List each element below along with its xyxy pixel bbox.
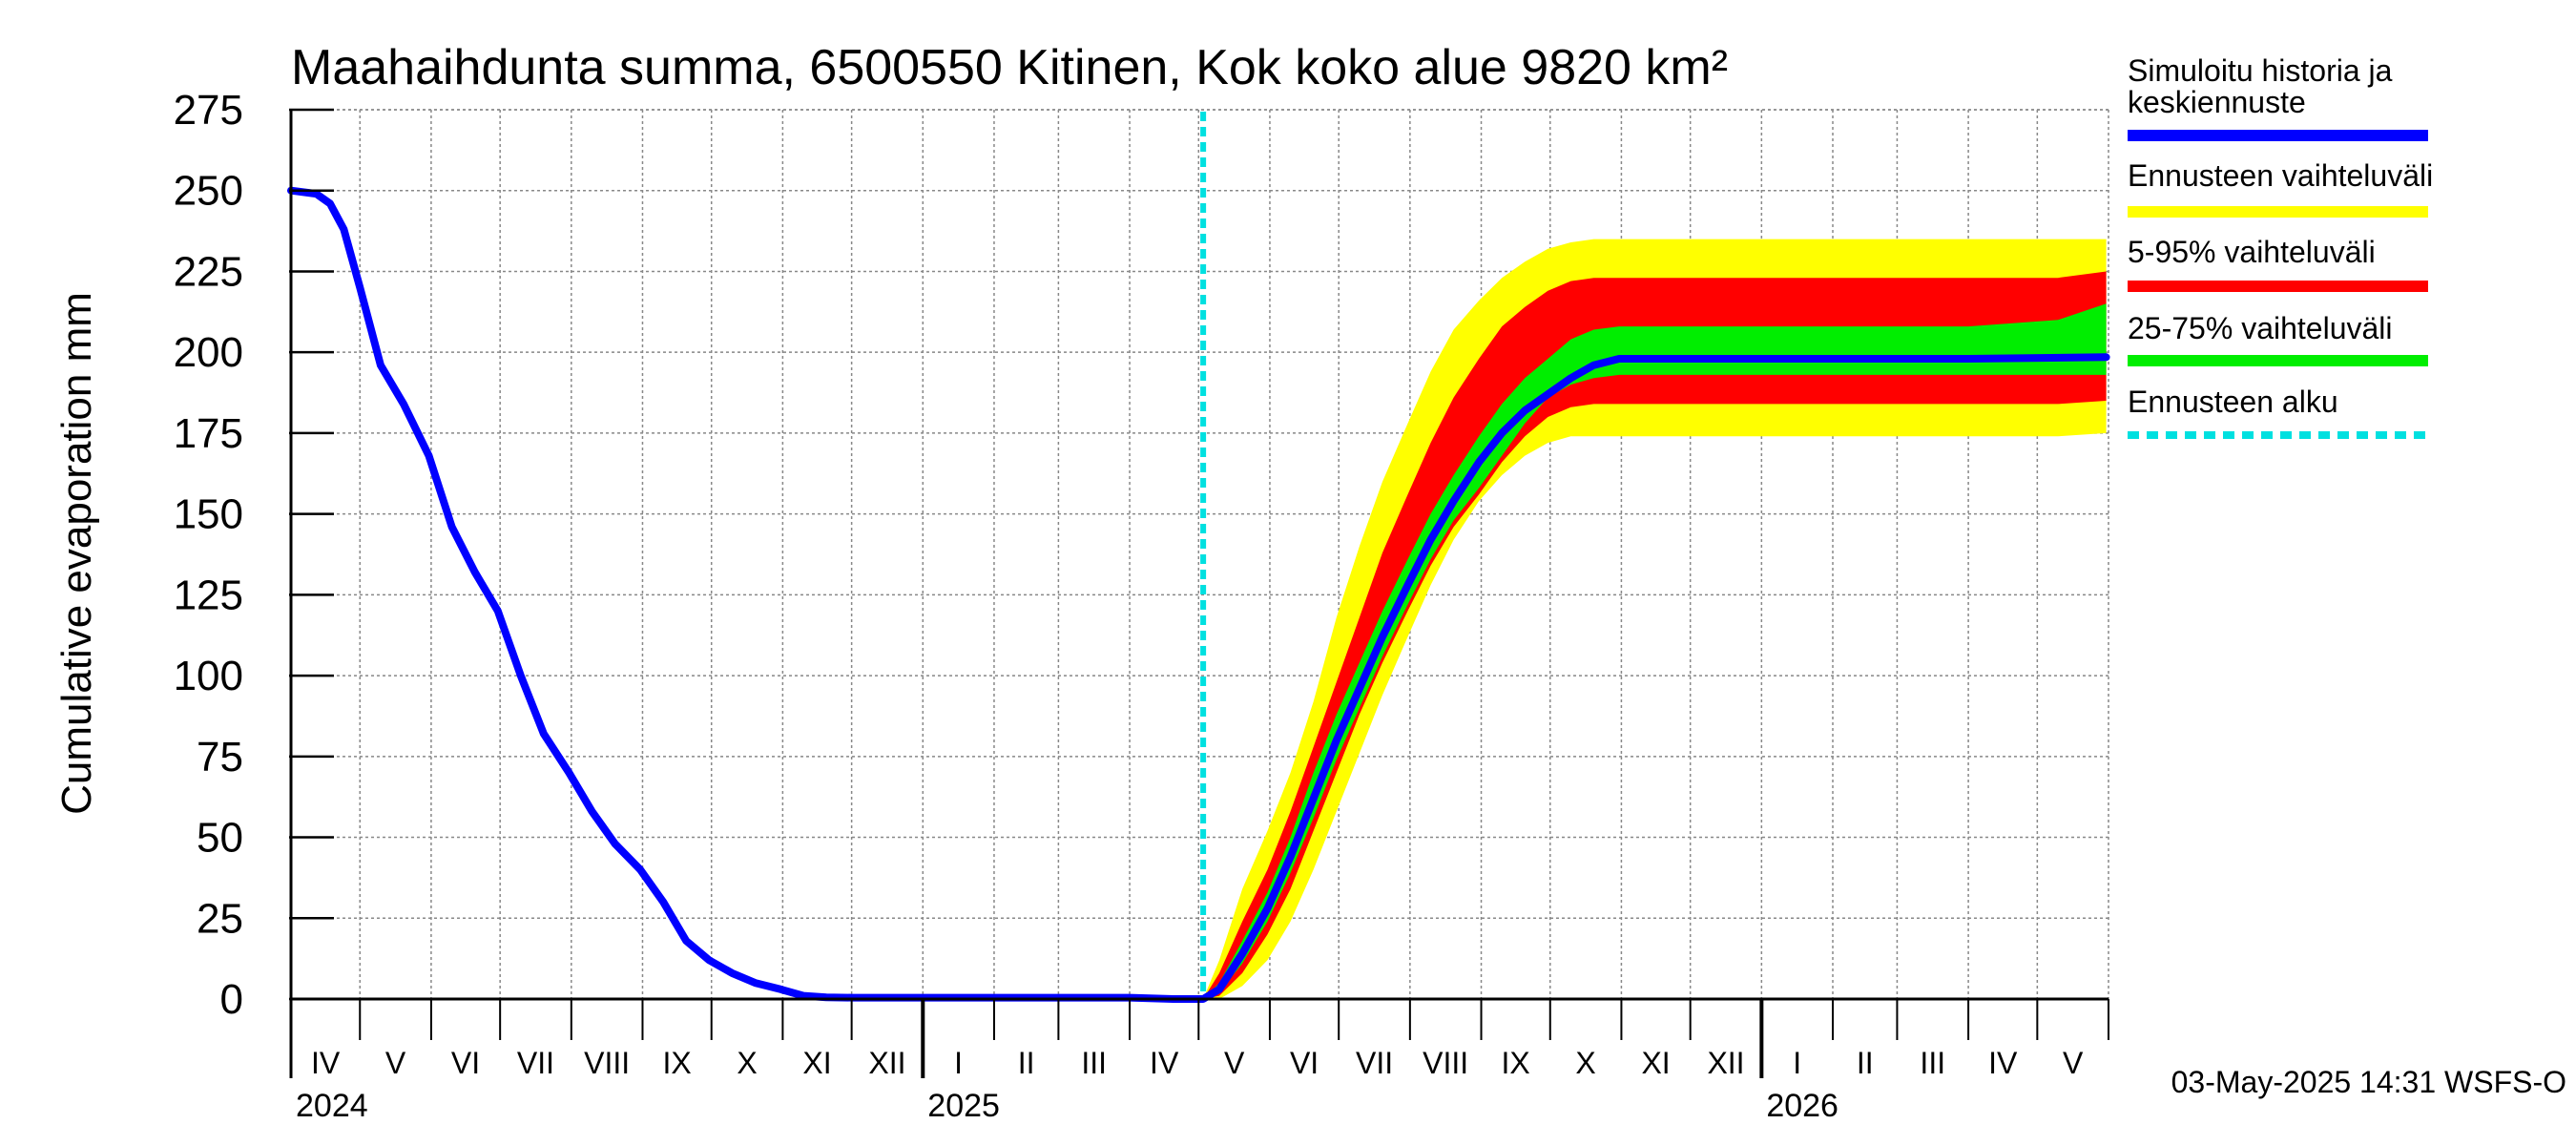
x-year-label: 2026 [1766, 1088, 1839, 1124]
x-year-label: 2025 [927, 1088, 1000, 1124]
y-tick-label: 200 [174, 329, 243, 376]
x-month-label: VI [451, 1046, 480, 1080]
x-year-label: 2024 [296, 1088, 368, 1124]
legend-label: Ennusteen alku [2128, 385, 2338, 419]
x-month-label: XII [868, 1046, 905, 1080]
legend-label: Ennusteen vaihteluväli [2128, 158, 2433, 193]
legend-label: 25-75% vaihteluväli [2128, 311, 2393, 345]
x-month-label: V [385, 1046, 406, 1080]
x-month-label: VIII [584, 1046, 630, 1080]
x-month-label: IX [1502, 1046, 1530, 1080]
x-month-label: II [1018, 1046, 1035, 1080]
y-tick-label: 175 [174, 410, 243, 457]
y-tick-label: 250 [174, 168, 243, 215]
y-tick-label: 75 [197, 734, 243, 781]
band-ennuste-range [1203, 239, 2107, 1000]
y-tick-label: 25 [197, 895, 243, 942]
x-month-label: I [954, 1046, 963, 1080]
band-5-95 [1203, 271, 2107, 999]
x-month-label: IV [1150, 1046, 1179, 1080]
x-month-label: IV [311, 1046, 341, 1080]
y-tick-label: 225 [174, 248, 243, 295]
x-month-label: V [1224, 1046, 1245, 1080]
x-month-label: XII [1707, 1046, 1744, 1080]
x-month-label: I [1793, 1046, 1801, 1080]
chart-title: Maahaihdunta summa, 6500550 Kitinen, Kok… [291, 40, 1728, 95]
forecast-bands [1203, 239, 2107, 1000]
x-month-label: III [1920, 1046, 1945, 1080]
x-month-label: XI [802, 1046, 831, 1080]
x-month-label: X [737, 1046, 757, 1080]
axes [289, 108, 2109, 1078]
footer-timestamp: 03-May-2025 14:31 WSFS-O [2171, 1065, 2566, 1099]
band-25-75 [1203, 303, 2107, 999]
y-axis-label: Cumulative evaporation mm [53, 292, 100, 815]
y-tick-label: 150 [174, 491, 243, 538]
x-month-label: VII [517, 1046, 554, 1080]
legend-label: keskiennuste [2128, 85, 2306, 119]
y-tick-labels: 0 25 50 75 100 125 150 175 200 225 250 275 [174, 87, 243, 1023]
x-month-label: V [2063, 1046, 2084, 1080]
legend-label: 5-95% vaihteluväli [2128, 235, 2376, 269]
x-month-label: XI [1641, 1046, 1670, 1080]
y-tick-label: 100 [174, 653, 243, 699]
y-tick-label: 275 [174, 87, 243, 134]
x-month-label: IX [662, 1046, 691, 1080]
x-month-label: III [1081, 1046, 1107, 1080]
legend-label: Simuloitu historia ja [2128, 53, 2393, 88]
x-tick-labels: IV V VI VII VIII IX X XI XII I II III IV V VI VII VIII IX… [296, 1046, 2084, 1124]
y-tick-label: 125 [174, 572, 243, 618]
x-month-label: VII [1356, 1046, 1393, 1080]
x-month-label: VI [1290, 1046, 1319, 1080]
x-month-label: VIII [1423, 1046, 1468, 1080]
y-tick-label: 0 [220, 976, 243, 1023]
x-month-label: IV [1988, 1046, 2018, 1080]
x-month-label: II [1857, 1046, 1874, 1080]
y-tick-label: 50 [197, 815, 243, 862]
x-month-label: X [1575, 1046, 1595, 1080]
